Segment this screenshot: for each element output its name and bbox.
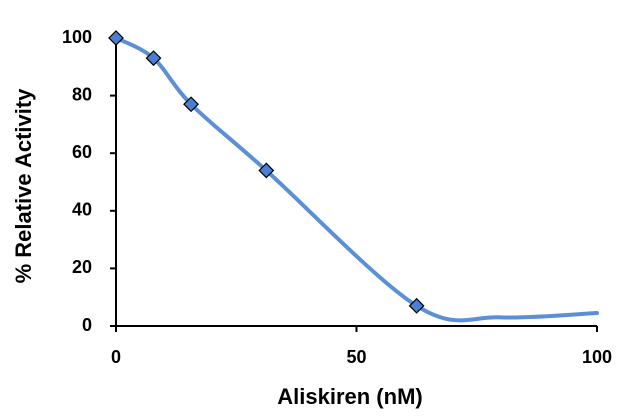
y-tick-label: 40	[72, 200, 92, 220]
y-tick-label: 80	[72, 84, 92, 104]
x-tick-label: 100	[582, 347, 612, 367]
y-tick-label: 100	[62, 27, 92, 47]
y-tick-label: 60	[72, 142, 92, 162]
data-point	[108, 30, 124, 46]
x-axis-title: Aliskiren (nM)	[277, 384, 422, 409]
data-point	[183, 96, 199, 113]
data-point	[408, 297, 425, 314]
fit-line	[114, 36, 599, 323]
y-axis-title: % Relative Activity	[11, 88, 36, 284]
y-tick-label: 0	[82, 315, 92, 335]
data-point	[145, 50, 162, 67]
x-tick-label: 0	[111, 347, 121, 367]
data-point	[258, 162, 275, 179]
x-tick-label: 50	[346, 347, 366, 367]
y-tick-label: 20	[72, 257, 92, 277]
